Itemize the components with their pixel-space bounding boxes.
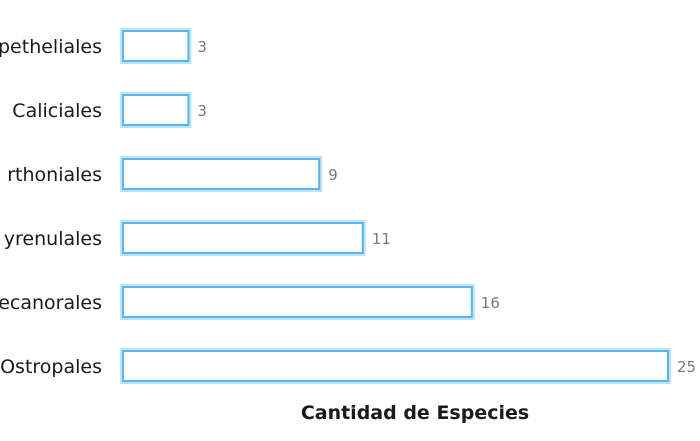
value-label-0: 3 — [197, 38, 207, 56]
bar-2 — [122, 158, 321, 190]
value-label-4: 16 — [481, 294, 500, 312]
bar-0 — [122, 30, 190, 62]
bar-3 — [122, 222, 364, 254]
value-label-2: 9 — [328, 166, 338, 184]
bar-4 — [122, 286, 473, 318]
category-label-4: ecanorales — [0, 292, 102, 314]
category-label-1: Caliciales — [12, 100, 102, 122]
bar-1 — [122, 94, 190, 126]
value-label-1: 3 — [197, 102, 207, 120]
bars-group: petheliales 3 Caliciales 3 rthoniales 9 yrenul… — [0, 28, 696, 384]
bar-5 — [122, 350, 669, 382]
category-label-2: rthoniales — [7, 164, 102, 186]
x-axis-title: Cantidad de Especies — [301, 402, 529, 424]
value-label-3: 11 — [372, 230, 391, 248]
category-label-3: yrenulales — [4, 228, 102, 250]
value-label-5: 25 — [677, 358, 696, 376]
category-label-5: Ostropales — [0, 356, 102, 378]
category-label-0: petheliales — [0, 36, 102, 58]
